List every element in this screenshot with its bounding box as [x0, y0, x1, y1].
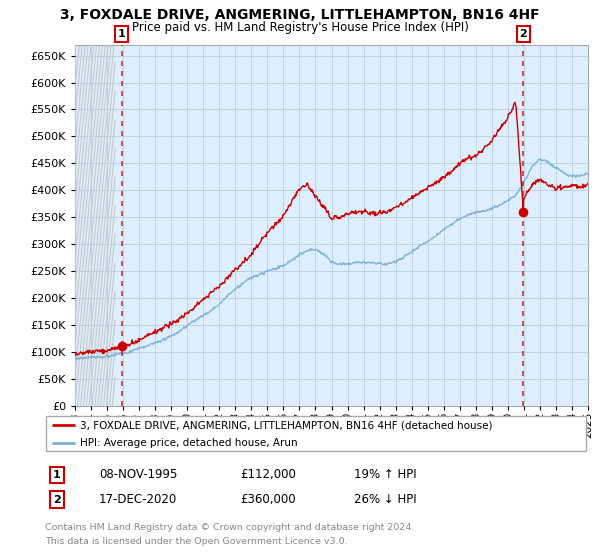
Text: HPI: Average price, detached house, Arun: HPI: Average price, detached house, Arun	[80, 438, 298, 448]
Text: 2: 2	[520, 29, 527, 39]
Text: 08-NOV-1995: 08-NOV-1995	[99, 468, 178, 482]
Text: 3, FOXDALE DRIVE, ANGMERING, LITTLEHAMPTON, BN16 4HF (detached house): 3, FOXDALE DRIVE, ANGMERING, LITTLEHAMPT…	[80, 420, 493, 430]
FancyBboxPatch shape	[46, 416, 586, 451]
Text: 2: 2	[53, 494, 61, 505]
Text: 17-DEC-2020: 17-DEC-2020	[99, 493, 177, 506]
Text: £360,000: £360,000	[240, 493, 296, 506]
Text: 1: 1	[118, 29, 125, 39]
Text: £112,000: £112,000	[240, 468, 296, 482]
Text: This data is licensed under the Open Government Licence v3.0.: This data is licensed under the Open Gov…	[45, 537, 347, 546]
Text: Price paid vs. HM Land Registry's House Price Index (HPI): Price paid vs. HM Land Registry's House …	[131, 21, 469, 34]
Text: 19% ↑ HPI: 19% ↑ HPI	[354, 468, 416, 482]
Text: 1: 1	[53, 470, 61, 480]
Text: Contains HM Land Registry data © Crown copyright and database right 2024.: Contains HM Land Registry data © Crown c…	[45, 523, 415, 532]
Text: 3, FOXDALE DRIVE, ANGMERING, LITTLEHAMPTON, BN16 4HF: 3, FOXDALE DRIVE, ANGMERING, LITTLEHAMPT…	[60, 8, 540, 22]
Text: 26% ↓ HPI: 26% ↓ HPI	[354, 493, 416, 506]
